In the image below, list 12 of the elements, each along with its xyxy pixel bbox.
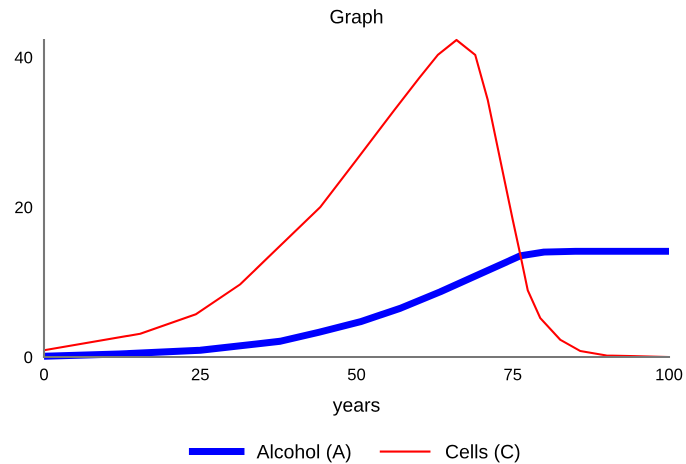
chart-title: Graph bbox=[330, 9, 382, 28]
x-tick-label: 25 bbox=[192, 368, 209, 380]
legend-label: Alcohol (A) bbox=[256, 444, 350, 462]
x-tick-label: 50 bbox=[348, 368, 366, 380]
y-tick-label: 20 bbox=[15, 202, 32, 214]
x-tick-label: 75 bbox=[504, 368, 522, 380]
y-tick-label: 0 bbox=[24, 351, 32, 364]
y-tick-label: 40 bbox=[14, 52, 32, 64]
x-axis-title: years bbox=[332, 401, 380, 416]
x-tick-label: 0 bbox=[40, 368, 48, 380]
legend-label: Cells (C) bbox=[446, 444, 520, 462]
x-tick-label: 100 bbox=[656, 368, 682, 380]
